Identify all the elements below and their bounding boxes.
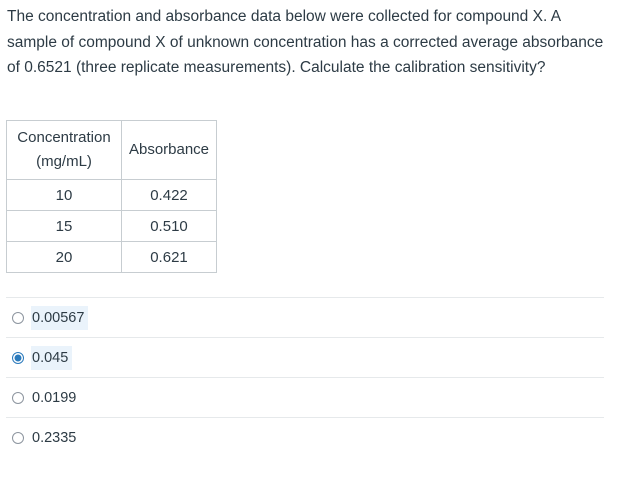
data-table: Concentration (mg/mL) Absorbance 10 0.42… bbox=[6, 120, 217, 273]
cell-concentration: 20 bbox=[6, 241, 122, 273]
cell-absorbance: 0.621 bbox=[121, 241, 217, 273]
table-header-row: Concentration (mg/mL) Absorbance bbox=[6, 120, 217, 180]
answer-label[interactable]: 0.2335 bbox=[32, 429, 77, 446]
radio-button[interactable] bbox=[12, 391, 24, 404]
answer-label[interactable]: 0.00567 bbox=[31, 305, 89, 330]
cell-absorbance: 0.510 bbox=[121, 210, 217, 242]
table-row: 20 0.621 bbox=[6, 241, 217, 273]
radio-button[interactable] bbox=[12, 431, 24, 444]
answer-option[interactable]: 0.2335 bbox=[6, 417, 604, 457]
header-concentration: Concentration (mg/mL) bbox=[6, 120, 122, 180]
radio-button[interactable] bbox=[12, 311, 24, 324]
answer-option[interactable]: 0.0199 bbox=[6, 377, 604, 417]
answer-label[interactable]: 0.045 bbox=[31, 345, 73, 370]
cell-concentration: 10 bbox=[6, 179, 122, 211]
table-row: 10 0.422 bbox=[6, 179, 217, 211]
question-text: The concentration and absorbance data be… bbox=[7, 8, 604, 76]
answer-list: 0.00567 0.045 0.0199 0.2335 bbox=[6, 297, 604, 457]
answer-option[interactable]: 0.00567 bbox=[6, 297, 604, 337]
cell-absorbance: 0.422 bbox=[121, 179, 217, 211]
answer-label[interactable]: 0.0199 bbox=[32, 389, 77, 406]
answer-option[interactable]: 0.045 bbox=[6, 337, 604, 377]
table-row: 15 0.510 bbox=[6, 210, 217, 242]
header-absorbance: Absorbance bbox=[121, 120, 217, 180]
cell-concentration: 15 bbox=[6, 210, 122, 242]
radio-button[interactable] bbox=[12, 351, 24, 364]
